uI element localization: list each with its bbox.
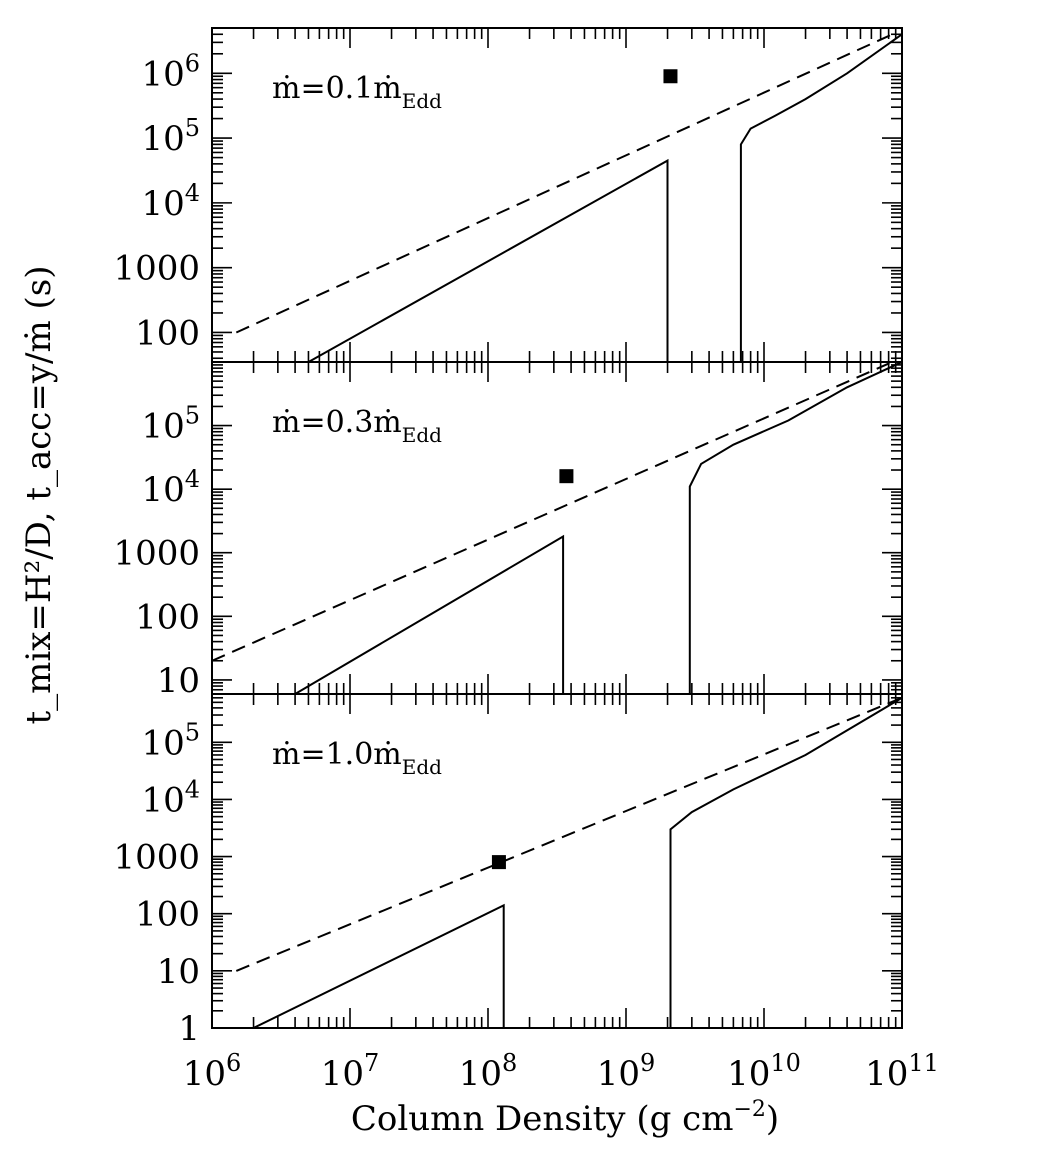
x-tick-label: 1011: [865, 1049, 939, 1094]
accretion-time-line: [235, 33, 893, 334]
mixing-time-line: [308, 158, 669, 362]
y-tick-label: 1000: [113, 838, 200, 878]
x-tick-label: 108: [459, 1049, 518, 1094]
y-tick-label: 1: [178, 1009, 200, 1049]
x-tick-label: 1010: [727, 1049, 801, 1094]
y-tick-label: 100: [135, 597, 200, 637]
y-tick-label: 104: [141, 775, 200, 820]
accretion-time-line: [235, 696, 902, 972]
panel-annotation: ṁ=0.1ṁEdd: [272, 71, 442, 113]
x-tick-label: 109: [597, 1049, 656, 1094]
panel-annotation: ṁ=1.0ṁEdd: [272, 737, 442, 779]
x-tick-label: 106: [183, 1049, 242, 1094]
y-tick-label: 104: [141, 179, 200, 224]
square-marker: [559, 469, 574, 484]
y-tick-label: 10: [157, 661, 200, 701]
square-marker: [491, 855, 506, 870]
panel-annotation: ṁ=0.3ṁEdd: [272, 405, 442, 447]
y-tick-label: 105: [141, 718, 200, 763]
y-axis-title: t_mix=H²/D, t_acc=y/ṁ (s): [19, 265, 59, 724]
panel-1: 100 1000 104 105 106 ṁ=0.1ṁEdd: [113, 27, 903, 363]
y-tick-label: 104: [141, 465, 200, 510]
y-tick-label: 105: [141, 114, 200, 159]
mixing-time-line: [669, 696, 902, 1028]
square-marker: [663, 69, 678, 84]
x-tick-label: 107: [321, 1049, 380, 1094]
x-axis-title: Column Density (g cm−2): [351, 1097, 779, 1139]
y-tick-label: 100: [135, 313, 200, 353]
panel-2: 10 100 1000 104 105 ṁ=0.3ṁEdd: [113, 361, 903, 701]
mixing-time-line: [253, 903, 505, 1028]
mixing-time-line: [739, 33, 902, 362]
y-tick-label: 100: [135, 895, 200, 935]
y-tick-label: 10: [157, 952, 200, 992]
mixing-time-line: [688, 362, 902, 694]
accretion-time-line: [212, 362, 893, 662]
mixing-time-line: [294, 534, 565, 694]
panel-3: 1 10 100 1000 104 105 ṁ=1.0ṁEdd: [113, 693, 903, 1049]
y-tick-label: 1000: [113, 249, 200, 289]
plot-frame: [211, 693, 903, 1029]
y-tick-label: 106: [141, 49, 200, 94]
y-tick-label: 1000: [113, 534, 200, 574]
y-tick-label: 105: [141, 402, 200, 447]
